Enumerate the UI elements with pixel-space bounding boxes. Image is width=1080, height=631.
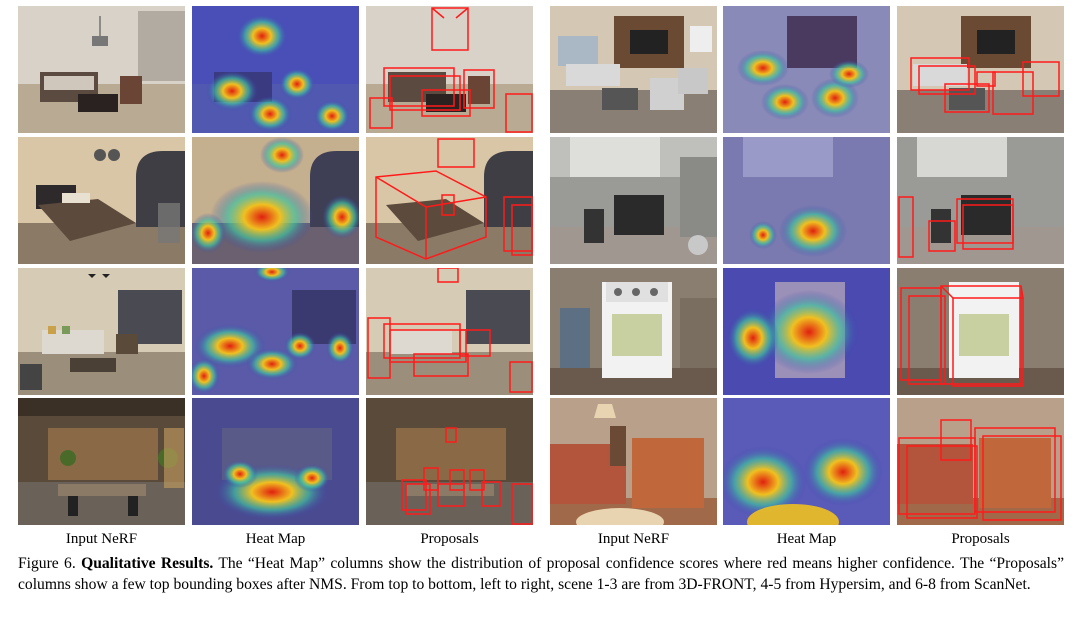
column-label-input-nerf-right: Input NeRF [597,531,670,547]
scene-3-heat-map [192,268,359,395]
scene-7-input-nerf [550,268,717,395]
scene-8-input-nerf [550,398,717,525]
column-label-heat-map-right: Heat Map [776,531,837,547]
caption-label: Figure 6. [18,555,76,572]
column-label-proposals-right: Proposals [951,531,1010,547]
column-label-proposals-left: Proposals [420,531,479,547]
scene-8-heat-map [723,398,890,525]
caption-text: The “Heat Map” columns show the distribu… [18,555,1065,593]
scene-5-heat-map [723,6,890,133]
scene-1-proposals [366,6,533,133]
scene-2-input-nerf [18,137,185,264]
scene-5-proposals [897,6,1064,133]
scene-5-input-nerf [550,6,717,133]
scene-1-input-nerf [18,6,185,133]
scene-6-heat-map [723,137,890,264]
scene-7-proposals [897,268,1064,395]
scene-4-input-nerf [18,398,185,525]
scene-2-proposals [366,137,533,264]
caption-title: Qualitative Results. [81,555,214,572]
column-label-heat-map-left: Heat Map [245,531,306,547]
scene-2-heat-map [192,137,359,264]
scene-7-heat-map [723,268,890,395]
scene-8-proposals [897,398,1064,525]
scene-4-proposals [366,398,533,525]
scene-6-input-nerf [550,137,717,264]
scene-1-heat-map [192,6,359,133]
figure-caption: Figure 6. Qualitative Results. The “Heat… [18,553,1064,595]
column-label-input-nerf-left: Input NeRF [65,531,138,547]
scene-3-proposals [366,268,533,395]
scene-3-input-nerf [18,268,185,395]
scene-4-heat-map [192,398,359,525]
scene-6-proposals [897,137,1064,264]
